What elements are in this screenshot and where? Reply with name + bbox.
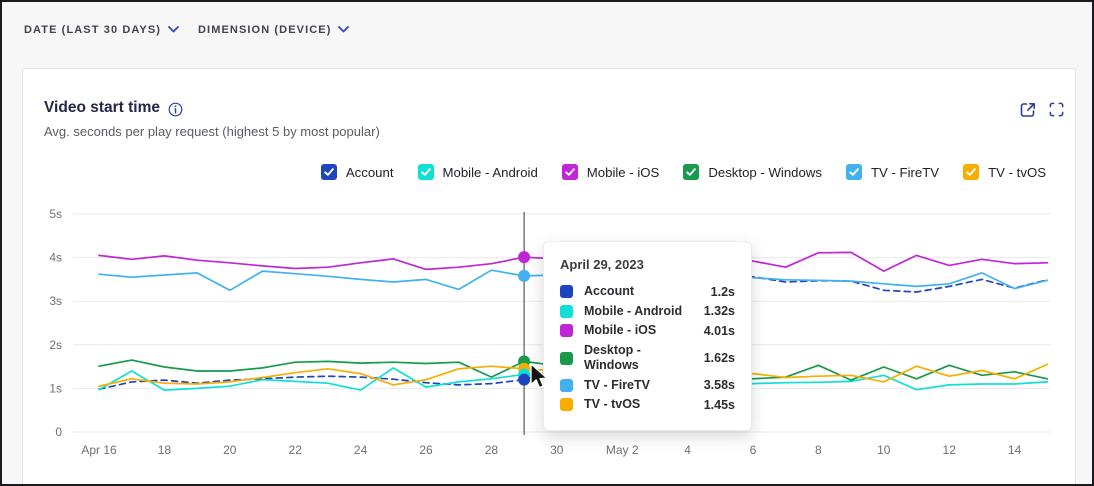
y-tick-label: 2s [49, 338, 62, 352]
x-tick-label: 18 [158, 443, 172, 457]
legend-item-tv-firetv[interactable]: TV - FireTV [845, 164, 940, 180]
x-tick-label: 4 [684, 443, 691, 457]
legend-label: TV - FireTV [870, 164, 940, 180]
tooltip-series-label: Desktop - Windows [584, 342, 641, 373]
tooltip-row-tv-firetv: TV - FireTV 3.58s [560, 378, 735, 394]
tooltip-row-mobile-ios: Mobile - iOS 4.01s [560, 323, 735, 339]
y-tick-label: 4s [49, 251, 62, 265]
y-tick-label: 5s [49, 207, 62, 221]
tooltip-series-value: 3.58s [703, 378, 735, 393]
tooltip-swatch [560, 285, 573, 299]
tooltip-swatch [560, 398, 573, 412]
tooltip-series-value: 1.45s [703, 397, 735, 412]
legend-item-tv-tvos[interactable]: TV - tvOS [963, 164, 1046, 180]
tooltip-date: April 29, 2023 [560, 257, 644, 272]
tooltip-row-account: Account 1.2s [560, 284, 735, 300]
crosshair-dot-tv-firetv [518, 269, 531, 282]
x-tick-label: 6 [750, 443, 757, 457]
checkbox-mobile-ios[interactable] [561, 164, 578, 180]
tooltip-swatch [560, 324, 573, 338]
checkbox-mobile-android[interactable] [417, 164, 434, 180]
x-tick-label: 12 [943, 443, 957, 457]
checkbox-account[interactable] [320, 164, 337, 180]
x-tick-label: 24 [354, 443, 368, 457]
mouse-cursor [529, 363, 551, 396]
card-subtitle: Avg. seconds per play request (highest 5… [44, 124, 380, 139]
x-tick-label: 20 [223, 443, 237, 457]
check-icon [686, 168, 697, 176]
check-icon [966, 168, 976, 176]
dimension-filter-dropdown[interactable]: DIMENSION (DEVICE) [198, 23, 350, 36]
page-title: Video start time [44, 99, 161, 116]
legend-label: Desktop - Windows [708, 164, 822, 180]
export-icon [1020, 103, 1035, 117]
tooltip-series-value: 4.01s [703, 323, 735, 338]
fullscreen-button[interactable] [1048, 101, 1066, 119]
tooltip-row-mobile-android: Mobile - Android 1.32s [560, 304, 735, 320]
x-tick-label: 30 [550, 443, 564, 457]
date-filter-dropdown[interactable]: DATE (LAST 30 DAYS) [24, 23, 179, 36]
tooltip-swatch [560, 378, 573, 392]
check-icon [420, 168, 431, 176]
crosshair-dot-mobile-ios [518, 251, 531, 264]
legend-item-desktop-windows[interactable]: Desktop - Windows [683, 164, 822, 180]
x-tick-label: Apr 16 [81, 443, 117, 457]
check-icon [324, 168, 334, 176]
y-tick-label: 3s [49, 294, 62, 308]
x-tick-label: 14 [1008, 443, 1022, 457]
export-button[interactable] [1019, 101, 1037, 119]
legend-item-mobile-android[interactable]: Mobile - Android [417, 164, 538, 180]
y-tick-label: 0 [55, 425, 62, 439]
tooltip-row-tv-tvos: TV - tvOS 1.45s [560, 397, 735, 413]
tooltip-swatch [560, 304, 573, 318]
tooltip-series-value: 1.32s [703, 304, 735, 319]
crosshair-dot-account [518, 373, 531, 386]
legend-label: TV - tvOS [988, 164, 1046, 180]
x-tick-label: 10 [877, 443, 891, 457]
x-tick-label: 26 [419, 443, 433, 457]
legend-label: Account [345, 164, 394, 180]
tooltip-series-label: Mobile - Android [584, 303, 683, 318]
fullscreen-icon [1049, 102, 1064, 117]
chevron-down-icon [168, 24, 179, 36]
tooltip-rows: Account 1.2s Mobile - Android 1.32s Mobile -… [560, 284, 735, 413]
tooltip-series-value: 1.2s [710, 284, 735, 299]
tooltip-row-desktop-windows: Desktop - Windows 1.62s [560, 343, 735, 374]
y-tick-label: 1s [49, 381, 62, 395]
legend-item-account[interactable]: Account [320, 164, 394, 180]
legend-label: Mobile - iOS [586, 164, 660, 180]
tooltip-series-value: 1.62s [703, 351, 735, 365]
checkbox-tv-firetv[interactable] [845, 164, 862, 180]
x-tick-label: 8 [815, 443, 822, 457]
tooltip-swatch [560, 351, 573, 365]
tooltip-series-label: Mobile - iOS [584, 323, 657, 337]
checkbox-tv-tvos[interactable] [963, 164, 980, 180]
tooltip-series-label: TV - tvOS [584, 397, 641, 411]
chevron-down-icon [338, 24, 350, 36]
chart-legend: Account Mobile - Android Mobile - iOS Deskt… [320, 164, 1046, 180]
date-filter-label: DATE (LAST 30 DAYS) [24, 23, 162, 36]
dimension-filter-label: DIMENSION (DEVICE) [198, 23, 332, 36]
check-icon [849, 168, 859, 176]
tooltip-series-label: Account [584, 284, 634, 298]
check-icon [564, 168, 575, 176]
legend-label: Mobile - Android [442, 164, 538, 180]
chart-tooltip: April 29, 2023 Account 1.2s Mobile - Andro… [543, 241, 752, 431]
x-tick-label: 28 [485, 443, 499, 457]
checkbox-desktop-windows[interactable] [683, 164, 700, 180]
tooltip-series-label: TV - FireTV [584, 377, 650, 392]
info-icon[interactable] [168, 102, 183, 117]
x-tick-label: 22 [289, 443, 303, 457]
legend-item-mobile-ios[interactable]: Mobile - iOS [561, 164, 660, 180]
x-tick-label: May 2 [606, 443, 639, 457]
